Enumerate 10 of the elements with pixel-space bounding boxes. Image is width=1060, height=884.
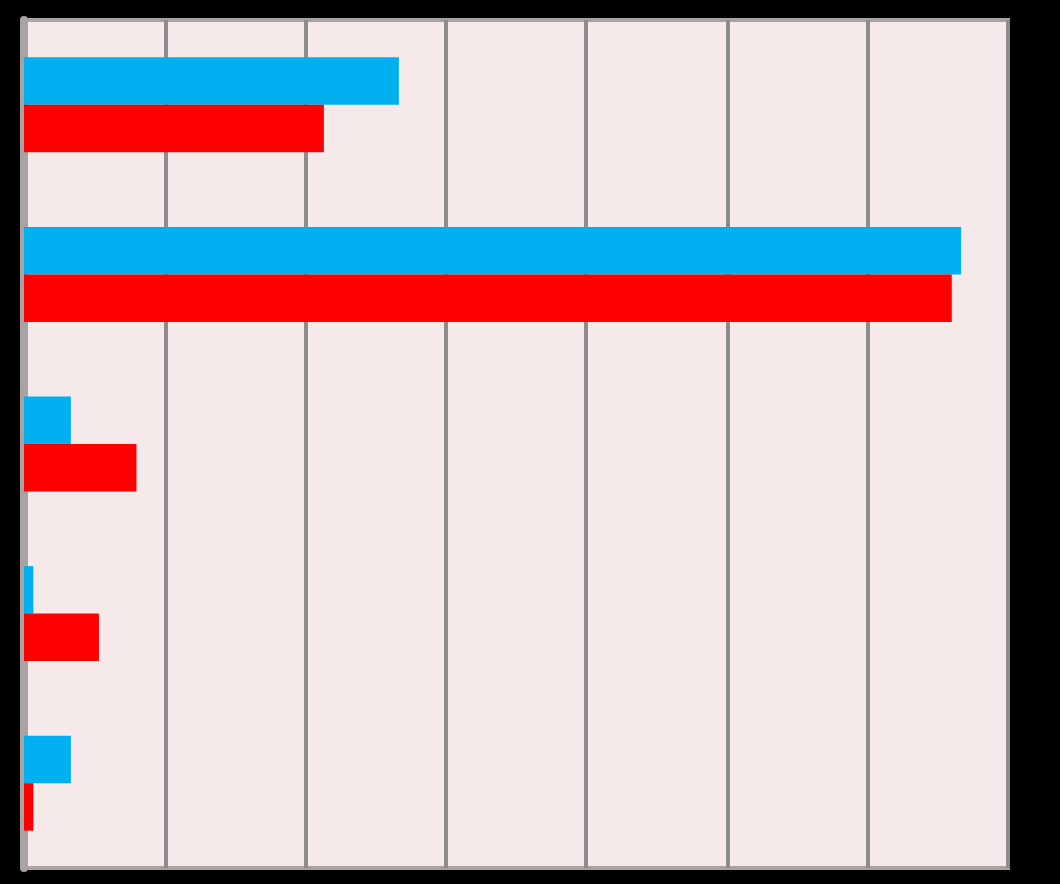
bar <box>24 274 952 322</box>
bar <box>24 57 399 105</box>
bar <box>24 396 71 444</box>
bar <box>24 566 34 614</box>
bar <box>24 783 34 831</box>
bar <box>24 444 137 492</box>
bar <box>24 226 962 275</box>
bar <box>24 104 324 153</box>
bar <box>24 613 99 662</box>
bar <box>24 735 71 784</box>
